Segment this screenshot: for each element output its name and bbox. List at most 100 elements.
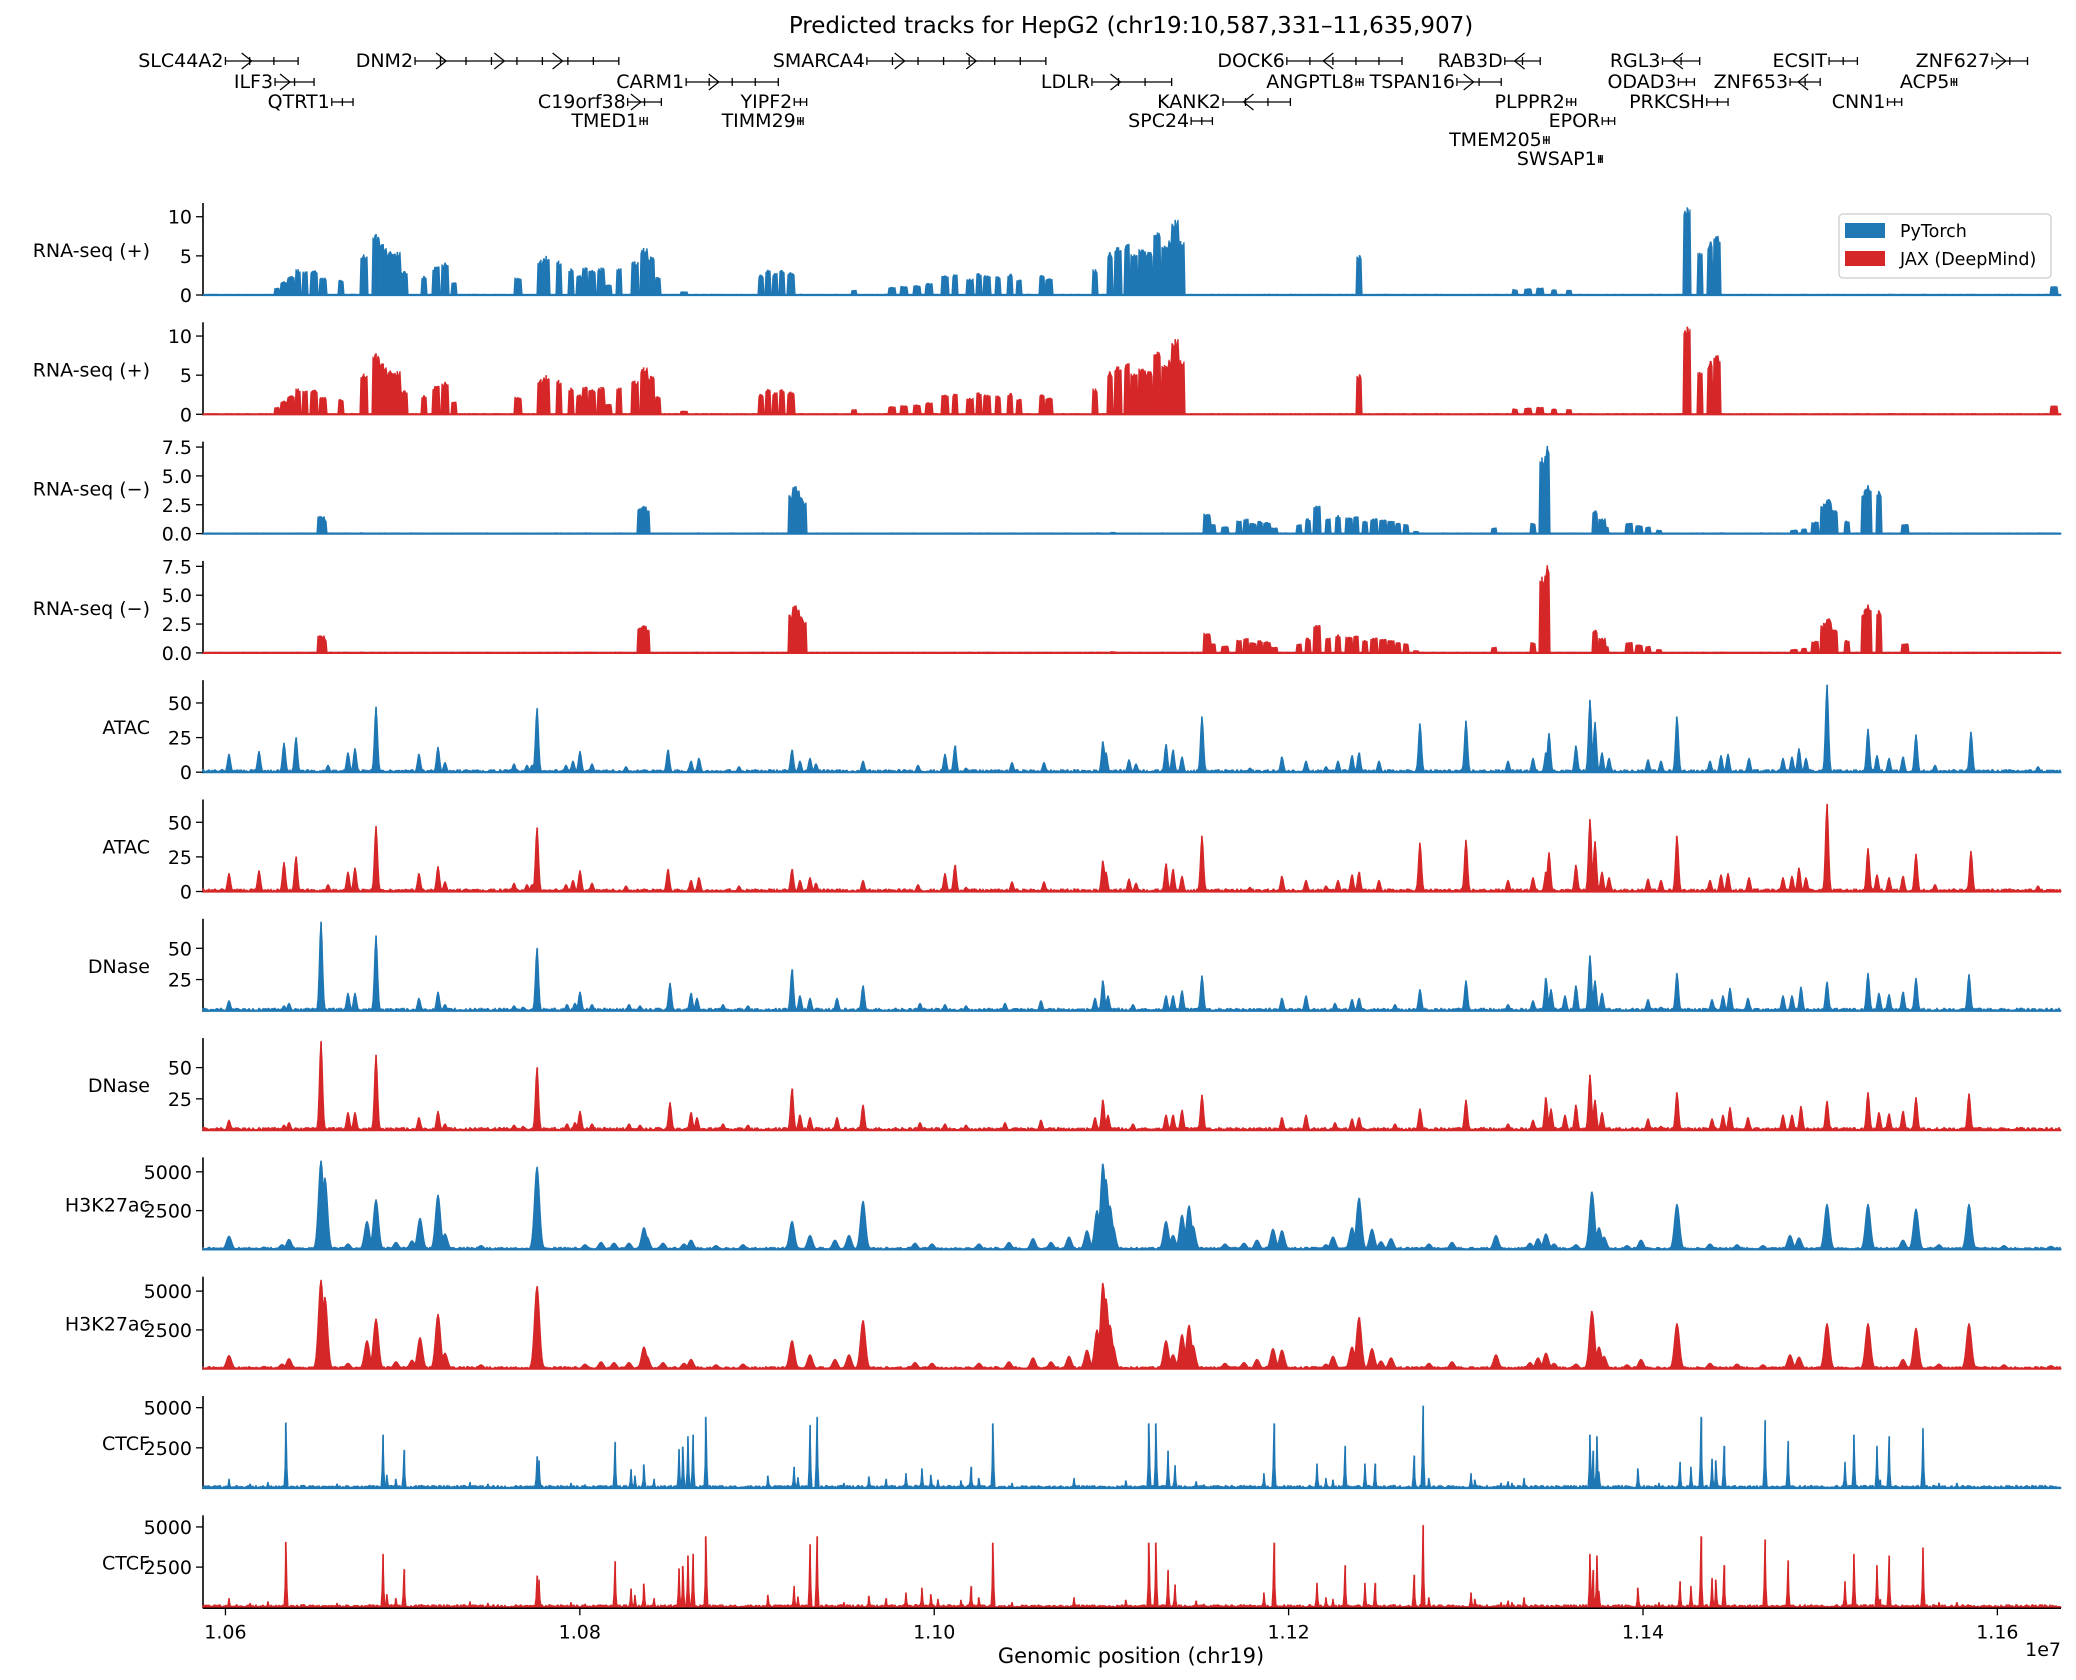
signal-area	[202, 1524, 2062, 1608]
gene-swsap1: SWSAP1	[1517, 148, 1603, 170]
y-tick-label: 5000	[144, 1162, 192, 1184]
strand-arrow-right-icon	[435, 52, 448, 70]
gene-rgl3: RGL3	[1610, 50, 1701, 72]
strand-arrow-left-icon	[1671, 52, 1684, 70]
gene-label: RGL3	[1610, 50, 1661, 72]
gene-label: YIPF2	[740, 91, 793, 113]
gene-label: ZNF653	[1714, 71, 1788, 93]
gene-yipf2: YIPF2	[740, 91, 808, 113]
y-tick-label: 50	[168, 812, 192, 834]
gene-label: TSPAN16	[1369, 71, 1455, 93]
legend-label-jax: JAX (DeepMind)	[1899, 250, 2036, 270]
track-label: DNase	[88, 956, 150, 978]
gene-smarca4: SMARCA4	[773, 50, 1047, 72]
track-label: RNA-seq (+)	[33, 359, 150, 381]
track-rna-seq-pytorch: 0.0 2.5 5.0 7.5 RNA-seq (−)	[33, 437, 2062, 546]
gene-slc44a2: SLC44A2	[138, 50, 299, 72]
track-label: ATAC	[102, 717, 150, 739]
gene-prkcsh: PRKCSH	[1629, 91, 1729, 113]
y-tick-label: 5000	[144, 1398, 192, 1420]
gene-label: TIMM29	[721, 110, 796, 132]
track-rna-seq-jax: 0 5 10 RNA-seq (+)	[33, 322, 2062, 426]
y-tick-label: 0	[180, 762, 192, 784]
y-tick-label: 50	[168, 938, 192, 960]
signal-area	[202, 208, 2062, 296]
gene-label: C19orf38	[538, 91, 626, 113]
gene-angptl8: ANGPTL8	[1266, 71, 1364, 93]
gene-label: ZNF627	[1916, 50, 1990, 72]
y-tick-label: 0	[180, 404, 192, 426]
gene-label: SPC24	[1128, 110, 1189, 132]
strand-arrow-right-icon	[1110, 73, 1122, 91]
y-tick-label: 7.5	[162, 556, 192, 578]
track-ctcf-pytorch: 2500 5000 CTCF	[102, 1396, 2062, 1490]
gene-label: LDLR	[1041, 71, 1090, 93]
gene-label: KANK2	[1157, 91, 1221, 113]
strand-arrow-right-icon	[552, 52, 564, 70]
y-tick-label: 2500	[144, 1438, 192, 1460]
track-label: H3K27ac	[65, 1314, 150, 1336]
y-tick-label: 5000	[144, 1281, 192, 1303]
signal-tracks: 0 5 10 RNA-seq (+) 0 5 10 RNA-seq (+) 0.0 2.5 5.0 7…	[33, 203, 2062, 1609]
y-tick-label: 0	[180, 882, 192, 904]
strand-arrow-left-icon	[1322, 52, 1334, 70]
strand-arrow-right-icon	[494, 52, 506, 70]
gene-label: SWSAP1	[1517, 148, 1597, 170]
track-label: ATAC	[102, 837, 150, 859]
x-tick-label: 1.14	[1622, 1621, 1664, 1643]
y-tick-label: 5	[180, 246, 192, 268]
x-tick-label: 1.08	[559, 1621, 601, 1643]
y-tick-label: 50	[168, 1058, 192, 1080]
gene-label: QTRT1	[268, 91, 330, 113]
y-tick-label: 7.5	[162, 437, 192, 459]
gene-label: PRKCSH	[1629, 91, 1705, 113]
y-tick-label: 5000	[144, 1517, 192, 1539]
gene-label: ACP5	[1900, 71, 1949, 93]
gene-kank2: KANK2	[1157, 91, 1292, 113]
gene-plppr2: PLPPR2	[1495, 91, 1577, 113]
y-tick-label: 25	[168, 970, 192, 992]
strand-arrow-left-icon	[1797, 73, 1809, 91]
legend: PyTorch JAX (DeepMind)	[1838, 213, 2052, 279]
gene-label: EPOR	[1549, 110, 1601, 132]
track-h3k27ac-jax: 2500 5000 H3K27ac	[65, 1276, 2062, 1370]
track-atac-jax: 0 25 50 ATAC	[102, 799, 2062, 904]
y-tick-label: 2500	[144, 1557, 192, 1579]
track-label: CTCF	[102, 1433, 150, 1455]
track-rna-seq-jax: 0.0 2.5 5.0 7.5 RNA-seq (−)	[33, 556, 2062, 665]
y-tick-label: 10	[168, 207, 192, 229]
legend-frame	[1838, 213, 2052, 279]
gene-label: ANGPTL8	[1266, 71, 1354, 93]
signal-area	[202, 1405, 2062, 1489]
gene-timm29: TIMM29	[721, 110, 804, 132]
gene-label: RAB3D	[1438, 50, 1503, 72]
y-tick-label: 5.0	[162, 585, 192, 607]
y-tick-label: 2500	[144, 1201, 192, 1223]
strand-arrow-right-icon	[1463, 73, 1475, 91]
gene-label: ILF3	[234, 71, 273, 93]
y-tick-label: 2.5	[162, 495, 192, 517]
gene-odad3: ODAD3	[1607, 71, 1696, 93]
signal-area	[202, 1160, 2062, 1250]
x-tick-label: 1.12	[1267, 1621, 1309, 1643]
gene-label: SLC44A2	[138, 50, 223, 72]
x-axis: 1.06 1.08 1.10 1.12 1.14 1.16	[203, 1607, 2061, 1643]
signal-area	[202, 803, 2062, 893]
y-tick-label: 10	[168, 326, 192, 348]
gene-label: TMEM205	[1448, 129, 1542, 151]
strand-arrow-right-icon	[965, 52, 978, 70]
y-tick-label: 25	[168, 728, 192, 750]
gene-label: ECSIT	[1772, 50, 1827, 72]
gene-rab3d: RAB3D	[1438, 50, 1541, 72]
track-label: RNA-seq (−)	[33, 598, 150, 620]
gene-dnm2: DNM2	[356, 50, 620, 72]
legend-label-pytorch: PyTorch	[1900, 222, 1967, 242]
gene-acp5: ACP5	[1900, 71, 1958, 93]
gene-label: CARM1	[616, 71, 684, 93]
chart-title: Predicted tracks for HepG2 (chr19:10,587…	[789, 13, 1473, 39]
strand-arrow-right-icon	[1995, 52, 2007, 70]
gene-label: ODAD3	[1607, 71, 1676, 93]
y-tick-label: 50	[168, 693, 192, 715]
signal-area	[202, 327, 2062, 415]
